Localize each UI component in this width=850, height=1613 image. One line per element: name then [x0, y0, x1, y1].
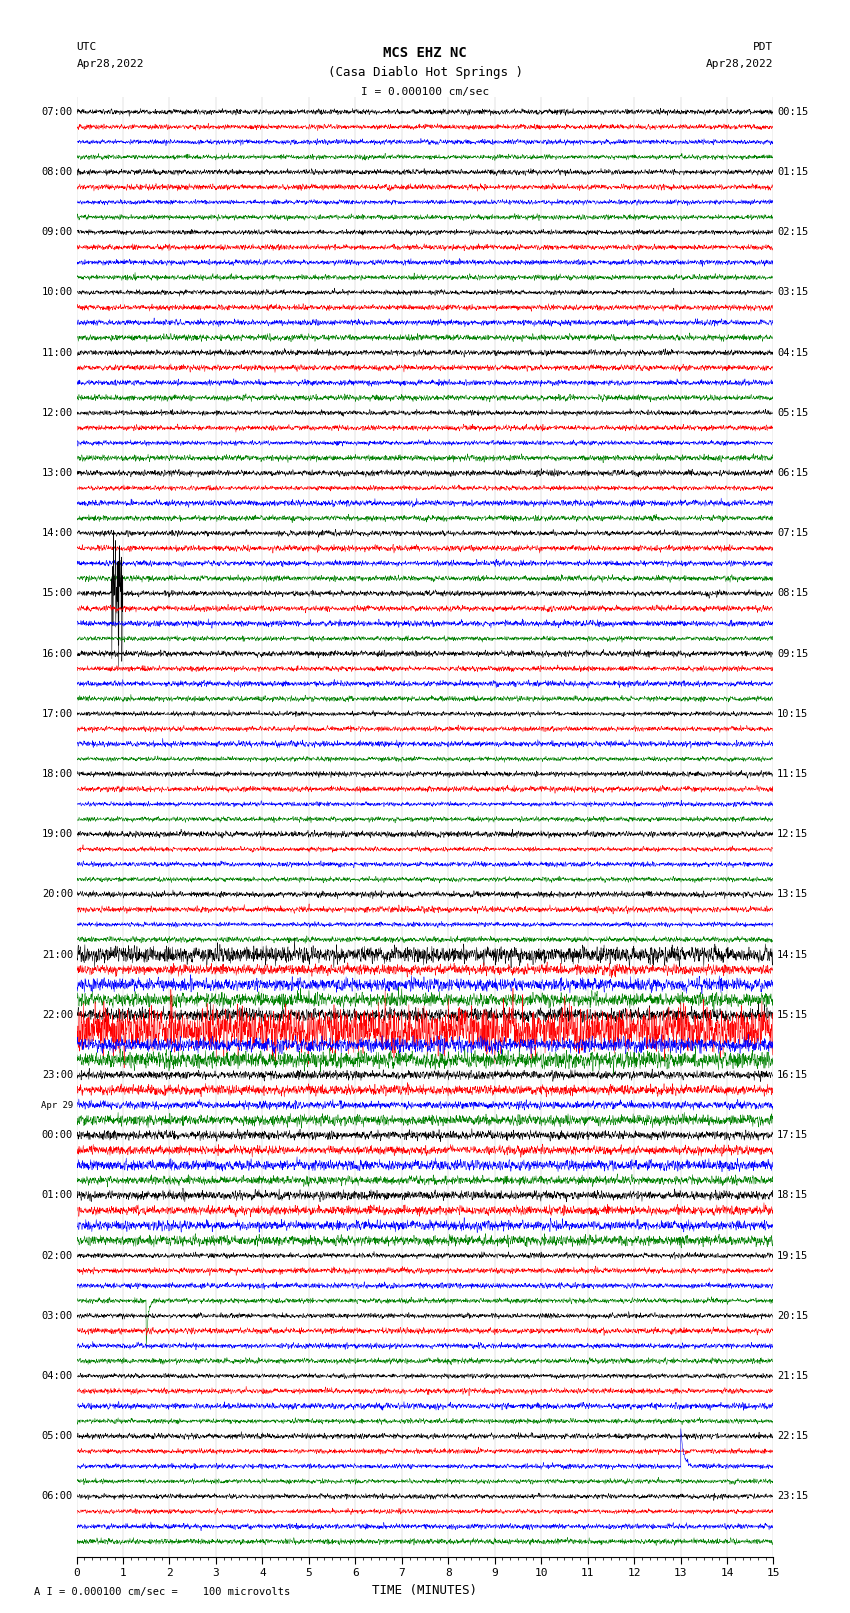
Text: 01:00: 01:00: [42, 1190, 73, 1200]
Text: 20:15: 20:15: [777, 1311, 808, 1321]
Text: 03:00: 03:00: [42, 1311, 73, 1321]
Text: 12:15: 12:15: [777, 829, 808, 839]
Text: 18:00: 18:00: [42, 769, 73, 779]
Text: 14:15: 14:15: [777, 950, 808, 960]
Text: PDT: PDT: [753, 42, 774, 52]
Text: 11:00: 11:00: [42, 348, 73, 358]
Text: (Casa Diablo Hot Springs ): (Casa Diablo Hot Springs ): [327, 66, 523, 79]
Text: 00:15: 00:15: [777, 106, 808, 116]
Text: MCS EHZ NC: MCS EHZ NC: [383, 45, 467, 60]
Text: 09:00: 09:00: [42, 227, 73, 237]
Text: 19:15: 19:15: [777, 1250, 808, 1261]
Text: 00:00: 00:00: [42, 1131, 73, 1140]
Text: Apr28,2022: Apr28,2022: [76, 60, 144, 69]
Text: 07:00: 07:00: [42, 106, 73, 116]
Text: 08:00: 08:00: [42, 168, 73, 177]
Text: 21:00: 21:00: [42, 950, 73, 960]
Text: 11:15: 11:15: [777, 769, 808, 779]
Text: 12:00: 12:00: [42, 408, 73, 418]
Text: 15:00: 15:00: [42, 589, 73, 598]
Text: 23:15: 23:15: [777, 1492, 808, 1502]
Text: 05:15: 05:15: [777, 408, 808, 418]
Text: A I = 0.000100 cm/sec =    100 microvolts: A I = 0.000100 cm/sec = 100 microvolts: [34, 1587, 290, 1597]
Text: 02:15: 02:15: [777, 227, 808, 237]
Text: Apr 29: Apr 29: [41, 1100, 73, 1110]
Text: 06:15: 06:15: [777, 468, 808, 477]
Text: 14:00: 14:00: [42, 527, 73, 539]
Text: 13:00: 13:00: [42, 468, 73, 477]
Text: 20:00: 20:00: [42, 889, 73, 900]
Text: 04:00: 04:00: [42, 1371, 73, 1381]
Text: 08:15: 08:15: [777, 589, 808, 598]
Text: 16:15: 16:15: [777, 1069, 808, 1081]
Text: 09:15: 09:15: [777, 648, 808, 658]
Text: 23:00: 23:00: [42, 1069, 73, 1081]
Text: 10:15: 10:15: [777, 708, 808, 719]
Text: 04:15: 04:15: [777, 348, 808, 358]
Text: 10:00: 10:00: [42, 287, 73, 297]
Text: I = 0.000100 cm/sec: I = 0.000100 cm/sec: [361, 87, 489, 97]
Text: 19:00: 19:00: [42, 829, 73, 839]
Text: UTC: UTC: [76, 42, 97, 52]
Text: 03:15: 03:15: [777, 287, 808, 297]
Text: 02:00: 02:00: [42, 1250, 73, 1261]
Text: 16:00: 16:00: [42, 648, 73, 658]
Text: 17:00: 17:00: [42, 708, 73, 719]
Text: 18:15: 18:15: [777, 1190, 808, 1200]
Text: 13:15: 13:15: [777, 889, 808, 900]
Text: 07:15: 07:15: [777, 527, 808, 539]
Text: 17:15: 17:15: [777, 1131, 808, 1140]
Text: 06:00: 06:00: [42, 1492, 73, 1502]
Text: 01:15: 01:15: [777, 168, 808, 177]
Text: 22:15: 22:15: [777, 1431, 808, 1440]
Text: 15:15: 15:15: [777, 1010, 808, 1019]
X-axis label: TIME (MINUTES): TIME (MINUTES): [372, 1584, 478, 1597]
Text: 21:15: 21:15: [777, 1371, 808, 1381]
Text: 05:00: 05:00: [42, 1431, 73, 1440]
Text: Apr28,2022: Apr28,2022: [706, 60, 774, 69]
Text: 22:00: 22:00: [42, 1010, 73, 1019]
